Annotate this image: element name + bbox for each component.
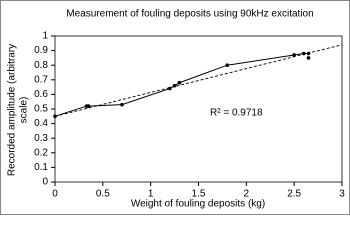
x-tick-label: 2 <box>244 189 250 200</box>
data-point <box>168 86 172 91</box>
y-tick-label: 1 <box>42 31 48 42</box>
x-tick-label: 1.5 <box>192 189 206 200</box>
y-tick-label: 0.4 <box>34 118 48 129</box>
y-tick-label: 0.6 <box>34 89 48 100</box>
x-tick-label: 2.5 <box>287 189 301 200</box>
data-point <box>177 80 182 85</box>
y-axis-label: scale) <box>19 97 30 124</box>
annotation: R² = 0.9718 <box>210 108 263 119</box>
x-tick-label: 0.5 <box>96 189 110 200</box>
chart-title: Measurement of fouling deposits using 90… <box>66 9 313 20</box>
data-point <box>292 53 296 57</box>
data-point <box>225 63 229 67</box>
data-point <box>306 56 311 60</box>
data-point <box>120 102 124 107</box>
y-tick-label: 0.9 <box>34 45 48 56</box>
y-tick-label: 0.7 <box>34 74 48 85</box>
x-axis-label: Weight of fouling deposits (kg) <box>131 199 265 210</box>
y-tick-label: 0.8 <box>34 60 48 71</box>
x-tick-label: 3 <box>339 189 345 200</box>
y-tick-label: 0.5 <box>34 104 48 115</box>
y-tick-label: 0.2 <box>34 147 48 158</box>
y-tick-label: 0.1 <box>34 162 48 173</box>
y-tick-label: 0 <box>42 177 48 188</box>
x-tick-label: 0 <box>52 189 58 200</box>
data-point <box>86 104 91 108</box>
y-tick-label: 0.3 <box>34 133 48 144</box>
y-axis-label: Recorded amplitude (arbitrary <box>7 44 18 176</box>
chart: Measurement of fouling deposits using 90… <box>0 0 350 215</box>
x-tick-label: 1 <box>148 189 154 200</box>
trendline <box>54 44 343 117</box>
